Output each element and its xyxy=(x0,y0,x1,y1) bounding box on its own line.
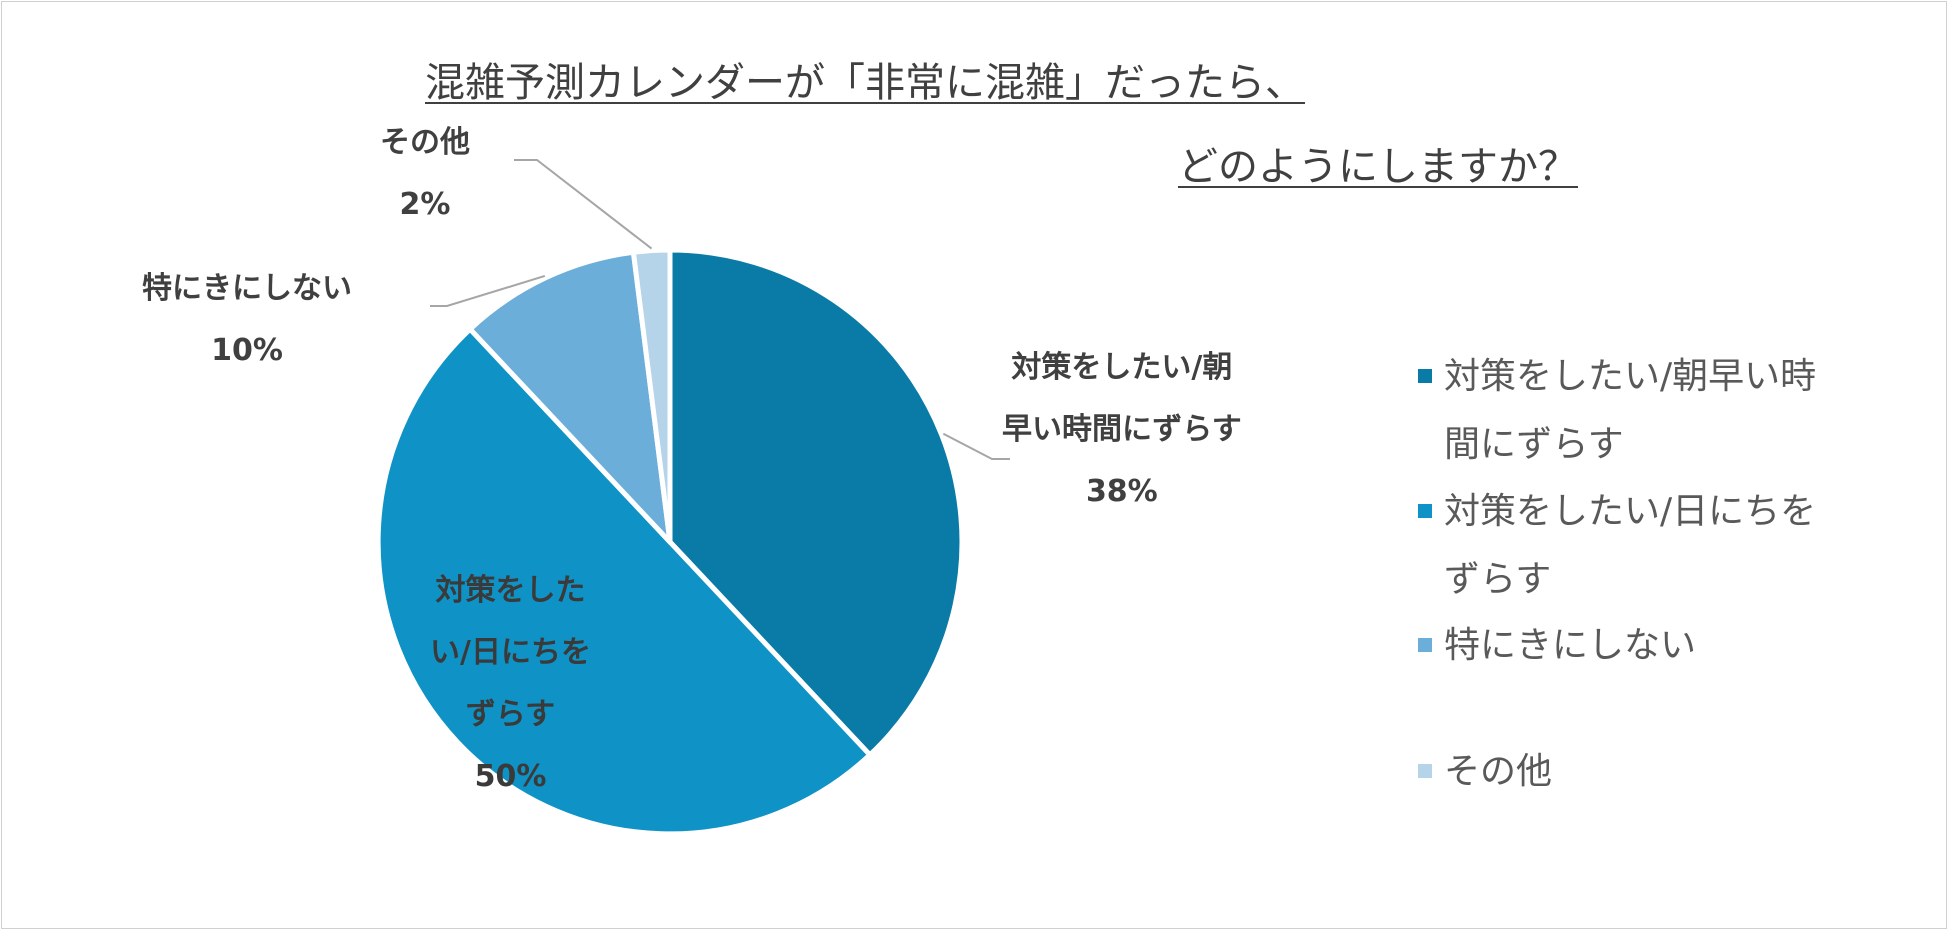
legend-label: その他 xyxy=(1444,738,1864,806)
data-label-early-time: 対策をしたい/朝 早い時間にずらす 38% xyxy=(1002,337,1242,523)
data-label-name-line: ずらす xyxy=(465,697,556,732)
legend-label-line: 特にきにしない xyxy=(1444,625,1697,666)
pie-slice-shift-day xyxy=(375,326,873,837)
data-label-other: その他 2% xyxy=(380,112,470,236)
pie-slice-early-time xyxy=(667,247,965,758)
legend-item-early-time: 対策をしたい/朝早い時 間にずらす xyxy=(1418,343,1864,479)
leader-line-early-time xyxy=(942,432,1010,460)
legend-label-line: 対策をしたい/朝早い時 xyxy=(1444,356,1817,397)
legend-label-line: ずらす xyxy=(1444,559,1552,600)
legend-label-line: 間にずらす xyxy=(1444,424,1624,465)
data-label-name-line: 早い時間にずらす xyxy=(1002,412,1242,447)
chart-title-line-2: どのようにしますか？ xyxy=(1178,144,1578,190)
legend-swatch xyxy=(1418,638,1432,652)
legend-label-line: その他 xyxy=(1444,751,1553,792)
data-label-value: 2% xyxy=(399,187,451,222)
data-label-name-line: 対策をした xyxy=(435,573,586,608)
data-label-dont-care: 特にきにしない 10% xyxy=(142,258,352,382)
legend-label: 特にきにしない xyxy=(1444,612,1864,680)
legend-label: 対策をしたい/朝早い時 間にずらす xyxy=(1444,343,1864,479)
legend-swatch xyxy=(1418,369,1432,383)
legend-swatch xyxy=(1418,504,1432,518)
data-label-name-line: 特にきにしない xyxy=(142,271,352,306)
data-label-name-line: い/日にちを xyxy=(430,635,591,670)
data-label-value: 38% xyxy=(1085,474,1158,509)
pie-slice-dont-care xyxy=(467,249,673,545)
legend-item-other: その他 xyxy=(1418,738,1864,806)
data-label-value: 10% xyxy=(211,333,283,368)
legend-label-line: 対策をしたい/日にちを xyxy=(1444,491,1817,532)
pie-slice-other xyxy=(630,247,673,545)
data-label-value: 50% xyxy=(474,759,547,794)
legend-item-dont-care: 特にきにしない xyxy=(1418,612,1864,680)
legend-swatch xyxy=(1418,764,1432,778)
leader-line-dont-care xyxy=(430,275,546,307)
data-label-name-line: 対策をしたい/朝 xyxy=(1011,350,1233,385)
leader-line-other xyxy=(514,159,653,250)
data-label-name-line: その他 xyxy=(380,125,470,160)
legend-label: 対策をしたい/日にちを ずらす xyxy=(1444,478,1864,614)
data-label-shift-day: 対策をした い/日にちを ずらす 50% xyxy=(430,560,591,808)
legend-item-shift-day: 対策をしたい/日にちを ずらす xyxy=(1418,478,1864,614)
chart-title-line-1: 混雑予測カレンダーが「非常に混雑」だったら、 xyxy=(425,60,1305,106)
